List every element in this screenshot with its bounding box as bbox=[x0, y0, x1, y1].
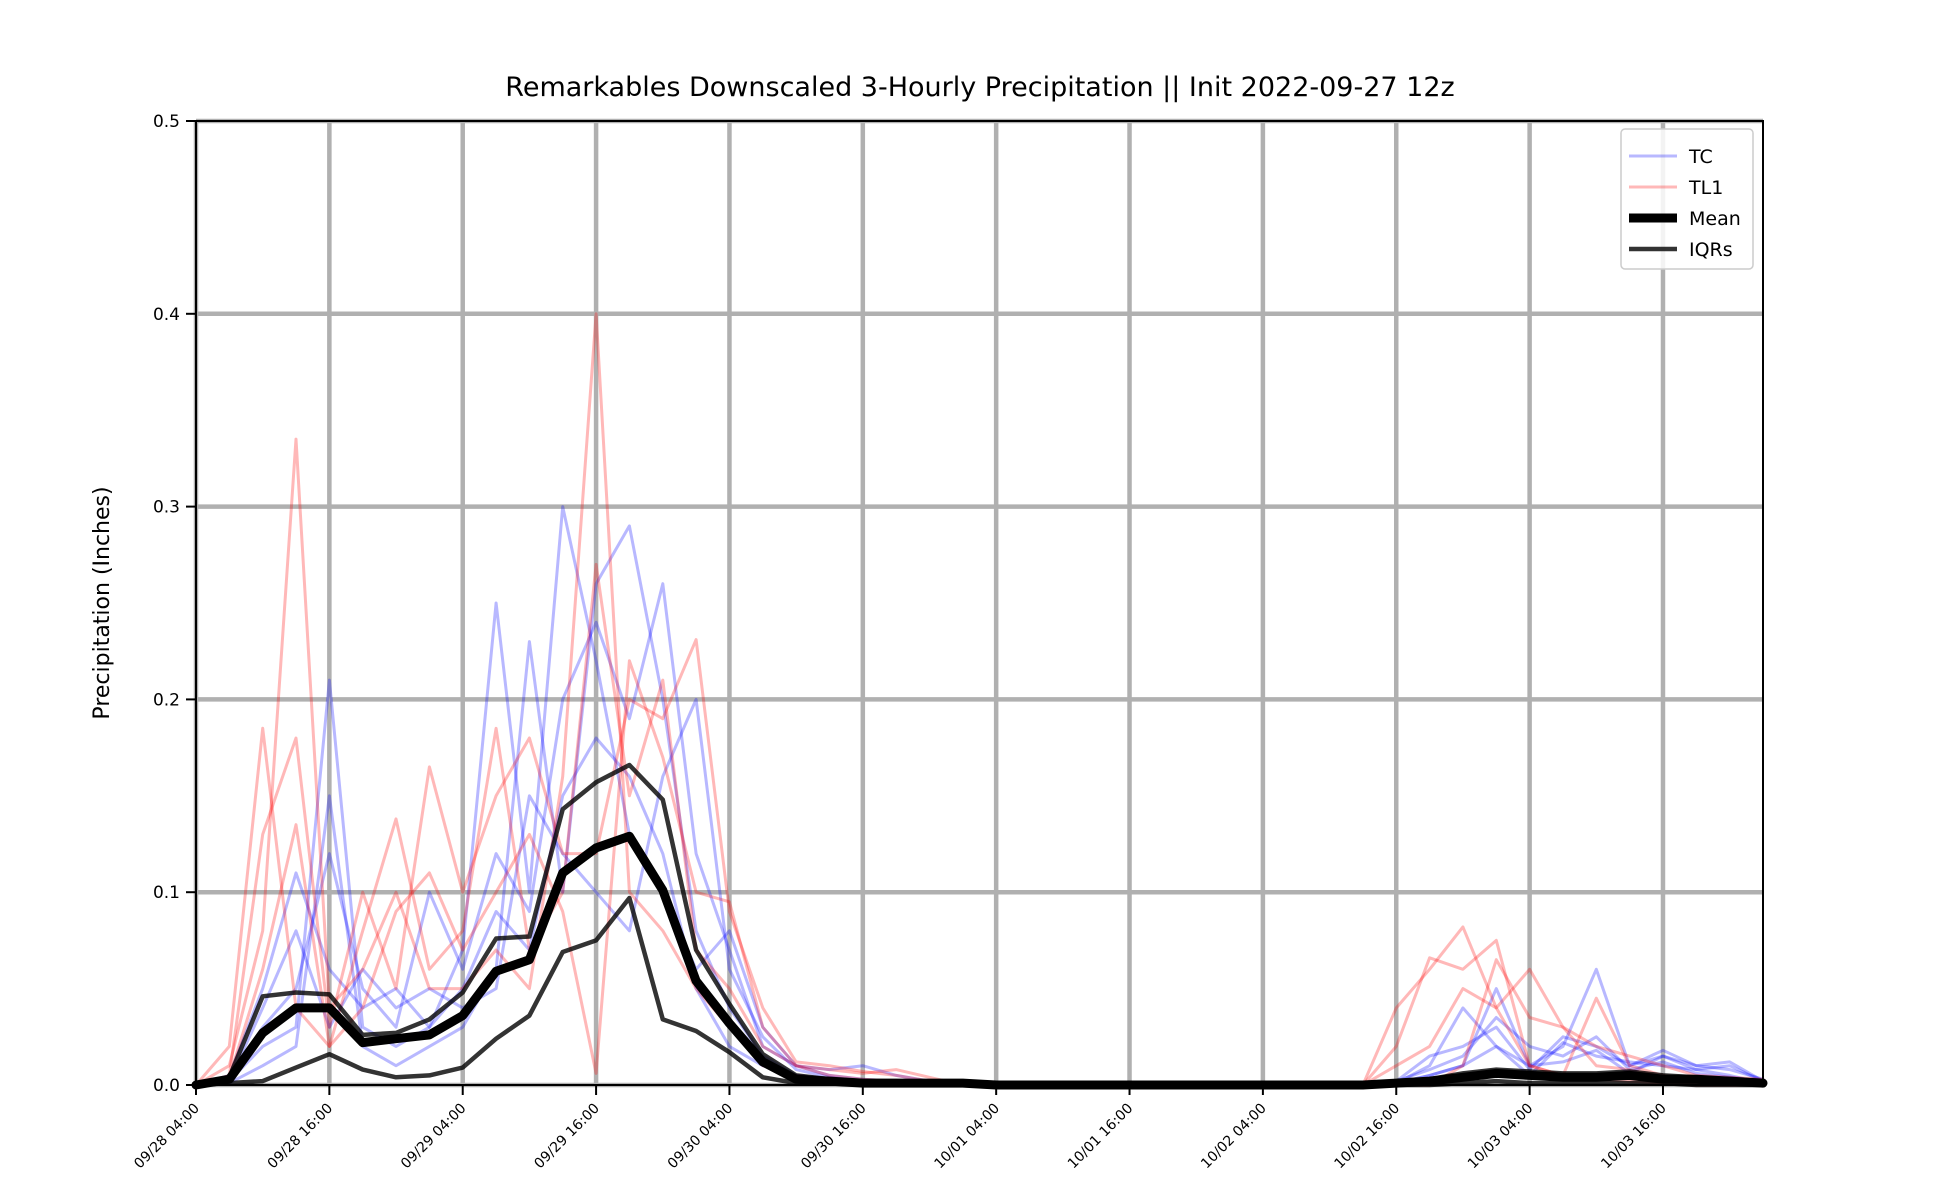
x-tick-label: 10/03 04:00 bbox=[1465, 1101, 1537, 1173]
y-tick-label: 0.4 bbox=[153, 305, 180, 325]
x-tick-label: 10/02 16:00 bbox=[1332, 1101, 1404, 1173]
x-tick-label: 10/01 16:00 bbox=[1065, 1101, 1137, 1173]
y-tick-label: 0.2 bbox=[153, 690, 180, 710]
x-tick-label: 09/28 04:00 bbox=[131, 1101, 203, 1173]
grid-lines bbox=[193, 118, 1763, 1088]
x-tick-label: 09/29 04:00 bbox=[398, 1101, 470, 1173]
plot-area-frame bbox=[195, 120, 1764, 1086]
y-tick-label: 0.3 bbox=[153, 498, 180, 518]
legend: TC TL1 Mean IQRs bbox=[1620, 128, 1754, 270]
x-tick-label: 10/01 04:00 bbox=[931, 1101, 1003, 1173]
legend-label-tl1: TL1 bbox=[1688, 177, 1723, 199]
y-axis-label: Precipitation (Inches) bbox=[90, 486, 115, 719]
x-tick-label: 10/02 04:00 bbox=[1198, 1101, 1270, 1173]
x-tick-label: 10/03 16:00 bbox=[1598, 1101, 1670, 1173]
legend-label-mean: Mean bbox=[1689, 208, 1741, 230]
chart-title: Remarkables Downscaled 3-Hourly Precipit… bbox=[505, 72, 1454, 103]
x-tick-label: 09/29 16:00 bbox=[531, 1101, 603, 1173]
legend-box bbox=[1620, 128, 1754, 270]
y-tick-label: 0.5 bbox=[153, 112, 180, 132]
legend-label-tc: TC bbox=[1688, 146, 1713, 168]
y-tick-label: 0.0 bbox=[153, 1076, 180, 1096]
x-tick-label: 09/28 16:00 bbox=[265, 1101, 337, 1173]
legend-label-iqr: IQRs bbox=[1689, 239, 1733, 261]
y-tick-label: 0.1 bbox=[153, 883, 180, 903]
x-tick-label: 09/30 04:00 bbox=[665, 1101, 737, 1173]
x-tick-label: 09/30 16:00 bbox=[798, 1101, 870, 1173]
